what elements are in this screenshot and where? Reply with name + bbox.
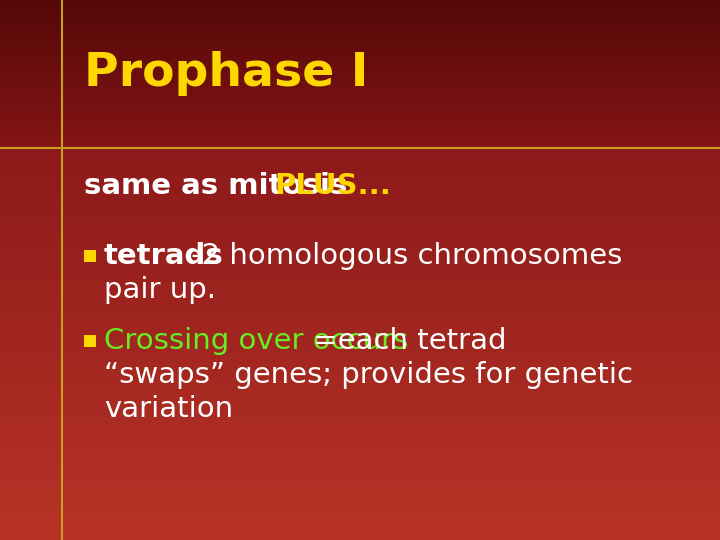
Text: same as mitosis: same as mitosis [84,172,358,200]
Text: variation: variation [104,395,233,423]
Text: pair up.: pair up. [104,276,216,304]
Text: =each tetrad: =each tetrad [304,327,506,355]
Text: -2 homologous chromosomes: -2 homologous chromosomes [182,242,622,270]
Text: “swaps” genes; provides for genetic: “swaps” genes; provides for genetic [104,361,633,389]
Text: tetrads: tetrads [104,242,224,270]
Bar [84,250,96,262]
Bar [84,335,96,347]
Text: PLUS...: PLUS... [274,172,391,200]
Text: Prophase I: Prophase I [84,51,369,97]
Text: Crossing over occurs: Crossing over occurs [104,327,408,355]
